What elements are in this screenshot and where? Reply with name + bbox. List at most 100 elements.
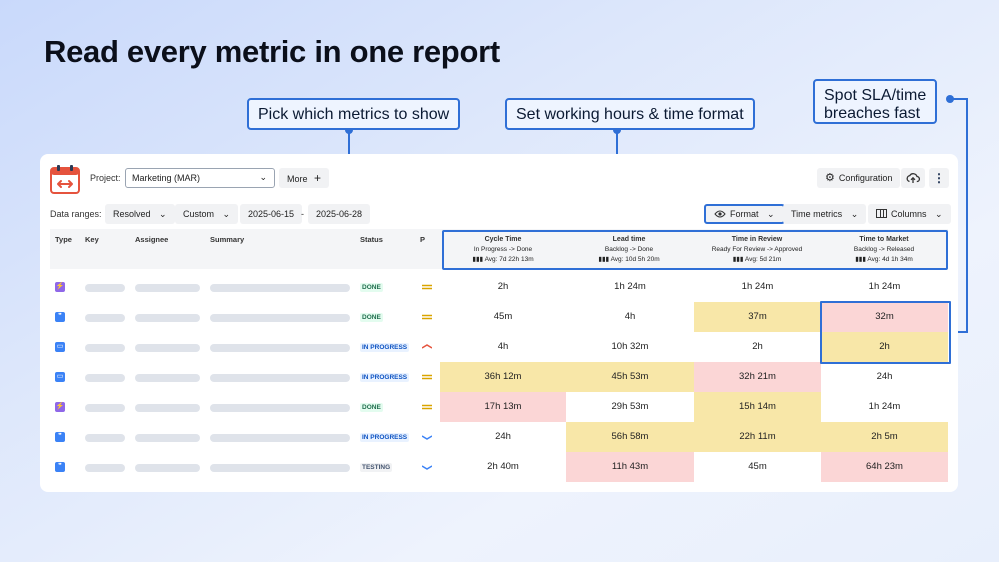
assignee-placeholder — [135, 404, 200, 412]
summary-placeholder — [210, 314, 350, 322]
assignee-placeholder — [135, 344, 200, 352]
more-button[interactable]: More + — [279, 168, 330, 188]
metric-cell: 4h — [624, 311, 636, 322]
summary-placeholder — [210, 434, 350, 442]
status-badge: DONE — [360, 313, 383, 322]
summary-placeholder — [210, 284, 350, 292]
columns-dropdown[interactable]: Columns ⌄ — [868, 204, 951, 224]
metric-name: Time in Review — [731, 236, 783, 243]
metric-cell: 15h 14m — [694, 392, 821, 422]
metric-cell: 22h 11m — [694, 422, 821, 452]
summary-placeholder — [210, 404, 350, 412]
bar-chart-icon: ▮▮▮ — [472, 256, 485, 263]
callout-pick-metrics: Pick which metrics to show — [247, 98, 461, 130]
callout-working-hours: Set working hours & time format — [505, 98, 755, 130]
format-dropdown[interactable]: Format ⌄ — [704, 204, 785, 224]
metric-name: Cycle Time — [484, 236, 522, 243]
table-row[interactable]: ❞ DONE 45m 4h 37m 32m — [50, 302, 948, 332]
metric-cell: 56h 58m — [566, 422, 694, 452]
chevron-down-icon: ⌄ — [935, 209, 943, 219]
table-row[interactable]: ⚡ DONE 17h 13m 29h 53m 15h 14m 1h 24m — [50, 392, 948, 422]
priority-low-icon — [422, 435, 432, 440]
metric-sub: Ready For Review -> Approved — [711, 246, 803, 253]
metric-sub: Backlog -> Released — [853, 246, 915, 253]
bar-chart-icon: ▮▮▮ — [732, 256, 745, 263]
assignee-placeholder — [135, 284, 200, 292]
chevron-down-icon: ⌄ — [159, 209, 167, 219]
metric-sub: In Progress -> Done — [473, 246, 533, 253]
story-icon: ❞ — [55, 432, 65, 442]
assignee-placeholder — [135, 374, 200, 382]
time-metrics-label: Time metrics — [791, 209, 843, 219]
chevron-down-icon: ⌄ — [850, 209, 859, 219]
metric-name: Lead time — [612, 236, 646, 243]
status-badge: IN PROGRESS — [360, 343, 410, 352]
epic-icon: ⚡ — [55, 282, 65, 292]
status-badge: IN PROGRESS — [360, 433, 410, 442]
assignee-placeholder — [135, 314, 200, 322]
table-header: Type Key Assignee Summary Status P Cycle… — [50, 229, 948, 269]
metric-name: Time to Market — [859, 236, 909, 243]
metric-sub: Backlog -> Done — [604, 246, 654, 253]
metric-cell: 1h 24m — [868, 401, 901, 412]
configuration-label: Configuration — [838, 173, 893, 183]
task-icon: ▭ — [55, 342, 65, 352]
bar-chart-icon: ▮▮▮ — [855, 256, 868, 263]
metric-cell: 1h 24m — [614, 281, 646, 292]
key-placeholder — [85, 284, 125, 292]
metric-header-cycle-time[interactable]: Cycle Time In Progress -> Done ▮▮▮ Avg: … — [440, 235, 566, 265]
configuration-button[interactable]: ⚙ Configuration — [817, 168, 901, 188]
data-ranges-label: Data ranges: — [50, 209, 102, 219]
assignee-placeholder — [135, 434, 200, 442]
metric-cell: 29h 53m — [611, 401, 649, 412]
metric-cell: 2h — [752, 341, 763, 352]
metric-headers-highlight — [442, 230, 948, 270]
calendar-arrows-icon — [50, 165, 80, 194]
metric-cell: 36h 12m — [440, 362, 566, 392]
table-row[interactable]: ▭ IN PROGRESS 36h 12m 45h 53m 32h 21m 24h — [50, 362, 948, 392]
summary-placeholder — [210, 464, 350, 472]
metric-header-time-in-review[interactable]: Time in Review Ready For Review -> Appro… — [694, 235, 820, 265]
table-row[interactable]: ❞ TESTING 2h 40m 11h 43m 45m 64h 23m — [50, 452, 948, 482]
assignee-placeholder — [135, 464, 200, 472]
metric-header-time-to-market[interactable]: Time to Market Backlog -> Released ▮▮▮ A… — [821, 235, 947, 265]
key-placeholder — [85, 404, 125, 412]
chevron-down-icon: ⌄ — [259, 172, 267, 182]
plus-icon: + — [314, 171, 322, 185]
status-badge: IN PROGRESS — [360, 373, 410, 382]
header-summary: Summary — [210, 235, 245, 244]
table-row[interactable]: ⚡ DONE 2h 1h 24m 1h 24m 1h 24m — [50, 272, 948, 302]
export-button[interactable] — [901, 168, 925, 188]
priority-medium-icon — [422, 404, 432, 410]
columns-label: Columns — [891, 209, 927, 219]
metric-cell: 2h — [497, 281, 509, 292]
cloud-upload-icon — [906, 173, 921, 183]
callout-sla-line1: Spot SLA/time — [824, 87, 927, 104]
metric-cell: 11h 43m — [566, 452, 694, 482]
metric-cell: 2h 5m — [821, 422, 948, 452]
metric-cell: 10h 32m — [611, 341, 649, 352]
eye-icon — [714, 210, 726, 218]
key-placeholder — [85, 464, 125, 472]
metric-header-lead-time[interactable]: Lead time Backlog -> Done ▮▮▮ Avg: 10d 5… — [566, 235, 692, 265]
custom-dropdown[interactable]: Custom ⌄ — [175, 204, 239, 224]
metric-cell: 4h — [497, 341, 509, 352]
resolved-dropdown[interactable]: Resolved ⌄ — [105, 204, 175, 224]
metric-cell: 1h 24m — [741, 281, 774, 292]
date-from-field[interactable]: 2025-06-15 — [240, 204, 303, 224]
metric-cell: 1h 24m — [868, 281, 901, 292]
summary-placeholder — [210, 344, 350, 352]
metric-avg: Avg: 10d 5h 20m — [610, 256, 660, 263]
time-metrics-dropdown[interactable]: Time metrics ⌄ — [783, 204, 867, 224]
header-type: Type — [55, 235, 72, 244]
kebab-icon[interactable]: ⋮ — [929, 168, 949, 188]
task-icon: ▭ — [55, 372, 65, 382]
metric-cell: 45m — [748, 461, 767, 472]
table-row[interactable]: ▭ IN PROGRESS 4h 10h 32m 2h 2h — [50, 332, 948, 362]
project-select[interactable]: Marketing (MAR) ⌄ — [125, 168, 275, 188]
table-row[interactable]: ❞ IN PROGRESS 24h 56h 58m 22h 11m 2h 5m — [50, 422, 948, 452]
metric-cell: 32h 21m — [694, 362, 821, 392]
priority-low-icon — [422, 465, 432, 470]
metric-avg: Avg: 7d 22h 13m — [484, 256, 534, 263]
date-to-field[interactable]: 2025-06-28 — [308, 204, 371, 224]
